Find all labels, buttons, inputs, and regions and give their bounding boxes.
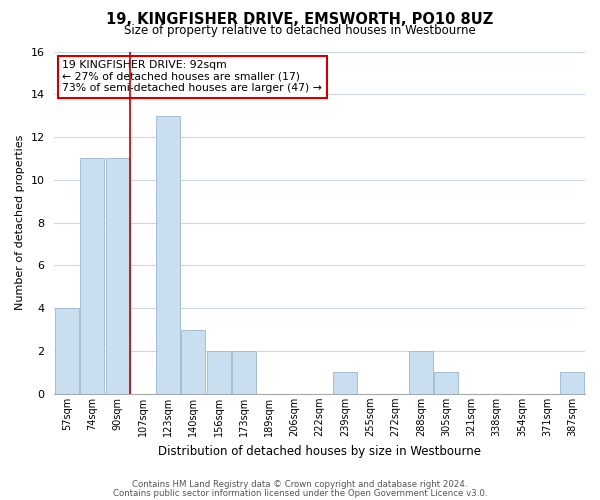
Bar [181,330,205,394]
Bar [560,372,584,394]
Bar [232,351,256,394]
Bar [434,372,458,394]
Bar [333,372,357,394]
Bar [409,351,433,394]
Text: Contains public sector information licensed under the Open Government Licence v3: Contains public sector information licen… [113,488,487,498]
Bar [206,351,230,394]
Bar [55,308,79,394]
Bar [106,158,130,394]
Text: 19 KINGFISHER DRIVE: 92sqm
← 27% of detached houses are smaller (17)
73% of semi: 19 KINGFISHER DRIVE: 92sqm ← 27% of deta… [62,60,322,94]
Text: 19, KINGFISHER DRIVE, EMSWORTH, PO10 8UZ: 19, KINGFISHER DRIVE, EMSWORTH, PO10 8UZ [106,12,494,28]
Y-axis label: Number of detached properties: Number of detached properties [15,135,25,310]
Text: Contains HM Land Registry data © Crown copyright and database right 2024.: Contains HM Land Registry data © Crown c… [132,480,468,489]
Bar [156,116,180,394]
Text: Size of property relative to detached houses in Westbourne: Size of property relative to detached ho… [124,24,476,37]
Bar [80,158,104,394]
X-axis label: Distribution of detached houses by size in Westbourne: Distribution of detached houses by size … [158,444,481,458]
